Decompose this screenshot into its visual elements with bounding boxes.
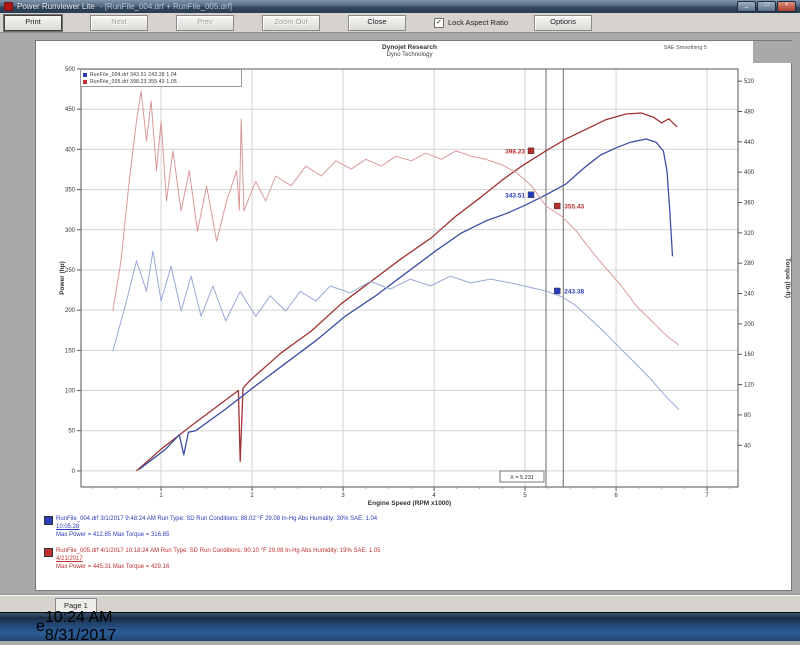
svg-text:5: 5	[523, 493, 527, 499]
svg-text:160: 160	[744, 352, 755, 358]
lock-aspect-label: Lock Aspect Ratio	[448, 18, 509, 27]
svg-text:40: 40	[744, 443, 751, 449]
page-tab[interactable]: Page 1	[55, 598, 97, 612]
status-bar: Page 1	[0, 595, 800, 613]
left-axis-title: Power (hp)	[59, 261, 66, 295]
chart-page: Dynojet Research Dyno Technology SAE Smo…	[35, 40, 792, 591]
svg-text:80: 80	[744, 413, 751, 419]
smoothing-note: SAE Smoothing 5	[663, 45, 707, 51]
series-runfile_004-power	[138, 138, 674, 470]
prev-page-button[interactable]: Prev	[176, 14, 234, 31]
maximize-button[interactable]: □	[757, 1, 776, 12]
series-runfile_005-torque	[112, 90, 680, 346]
svg-text:200: 200	[65, 308, 76, 314]
start-button[interactable]	[6, 616, 28, 638]
svg-text:0: 0	[72, 469, 76, 475]
clock-date: 8/31/2017	[44, 627, 117, 644]
cursor-readout: X = 5.231	[510, 475, 534, 481]
svg-text:500: 500	[65, 67, 76, 73]
run-line1: RunFile_004.drf 3/1/2017 9:48:24 AM Run …	[56, 516, 378, 522]
svg-text:4: 4	[432, 493, 436, 499]
legend-row: RunFile_005.drf 398.23 355.43 1.05	[83, 78, 239, 85]
callout-value: 398.23	[505, 148, 525, 155]
svg-text:400: 400	[65, 147, 76, 153]
run-entry: RunFile_004.drf 3/1/2017 9:48:24 AM Run …	[44, 515, 784, 539]
svg-text:480: 480	[744, 109, 755, 115]
window-title-suffix: - [RunFile_004.drf + RunFile_005.drf]	[99, 2, 233, 11]
options-button[interactable]: Options	[534, 14, 593, 31]
svg-text:450: 450	[65, 107, 76, 113]
callout-value: 355.43	[564, 204, 584, 211]
svg-text:1: 1	[159, 493, 163, 499]
title-bar: Power Runviewer Lite - [RunFile_004.drf …	[0, 0, 800, 13]
shop-name: Dynojet Research	[382, 44, 437, 51]
callout-value: 343.51	[505, 192, 525, 199]
legend-text: RunFile_004.drf 343.51 243.38 1.04	[90, 71, 177, 78]
run-color-chip	[44, 516, 53, 525]
svg-text:150: 150	[65, 348, 76, 354]
run-entry: RunFile_005.drf 4/1/2017 10:18:24 AM Run…	[44, 547, 784, 571]
svg-text:400: 400	[744, 170, 755, 176]
legend-color-chip	[83, 72, 87, 77]
taskbar: e 10:24 AM 8/31/2017	[0, 609, 800, 644]
close-window-button[interactable]: ×	[777, 1, 796, 12]
callout-value: 243.38	[564, 288, 584, 295]
svg-text:360: 360	[744, 201, 755, 207]
right-axis-title: Torque (lb-ft)	[784, 258, 791, 298]
legend-row: RunFile_004.drf 343.51 243.38 1.04	[83, 71, 239, 78]
cursor-legend: RunFile_004.drf 343.51 243.38 1.04 RunFil…	[80, 69, 242, 87]
series-runfile_005-power	[136, 112, 678, 472]
legend-color-chip	[83, 79, 87, 84]
close-preview-button[interactable]: Close	[348, 14, 406, 31]
run-color-chip	[44, 548, 53, 557]
svg-text:50: 50	[68, 429, 75, 435]
svg-text:3: 3	[341, 493, 345, 499]
svg-text:2: 2	[250, 493, 254, 499]
preview-workspace: Dynojet Research Dyno Technology SAE Smo…	[0, 34, 800, 595]
svg-text:320: 320	[744, 231, 755, 237]
svg-text:200: 200	[744, 322, 755, 328]
run-line3: Max Power = 412.85 Max Torque = 316.85	[56, 532, 170, 538]
legend-text: RunFile_005.drf 398.23 355.43 1.05	[90, 78, 177, 85]
svg-text:120: 120	[744, 383, 755, 389]
svg-text:240: 240	[744, 292, 755, 298]
svg-text:520: 520	[744, 79, 755, 85]
taskbar-item-internet-explorer[interactable]: e	[36, 618, 45, 636]
shop-tagline: Dyno Technology	[386, 52, 433, 58]
run-line1: RunFile_005.drf 4/1/2017 10:18:24 AM Run…	[56, 548, 381, 554]
series-runfile_004-torque	[112, 250, 680, 410]
dyno-chart: 1 2 3 4 5 6 7 0 50 100 150 200 250 300 350 400 450 500 40 8…	[59, 67, 791, 507]
zoom-out-button[interactable]: Zoom Out	[262, 14, 320, 31]
run-line2: 10:05:28	[56, 524, 80, 530]
corner-panel	[753, 41, 792, 63]
lock-aspect-checkbox[interactable]: ✓	[434, 17, 444, 28]
svg-text:7: 7	[705, 493, 709, 499]
svg-text:100: 100	[65, 389, 76, 395]
svg-text:250: 250	[65, 268, 76, 274]
svg-text:350: 350	[65, 188, 76, 194]
app-icon	[4, 2, 13, 11]
svg-text:300: 300	[65, 228, 76, 234]
print-preview-toolbar: Print Next Prev Zoom Out Close ✓ Lock As…	[0, 13, 800, 33]
run-line3: Max Power = 445.31 Max Torque = 429.16	[56, 564, 170, 570]
print-button[interactable]: Print	[4, 14, 62, 31]
run-info-footer: RunFile_004.drf 3/1/2017 9:48:24 AM Run …	[44, 515, 784, 579]
svg-text:6: 6	[614, 493, 618, 499]
next-page-button[interactable]: Next	[90, 14, 148, 31]
minimize-button[interactable]: _	[737, 1, 756, 12]
run-line2: 4/21/2017	[56, 556, 83, 562]
internet-explorer-icon: e	[36, 618, 45, 635]
svg-text:280: 280	[744, 261, 755, 267]
clock-time: 10:24 AM	[44, 609, 113, 626]
svg-text:440: 440	[744, 140, 755, 146]
x-axis-title: Engine Speed (RPM x1000)	[368, 500, 451, 507]
window-title: Power Runviewer Lite	[17, 2, 95, 11]
